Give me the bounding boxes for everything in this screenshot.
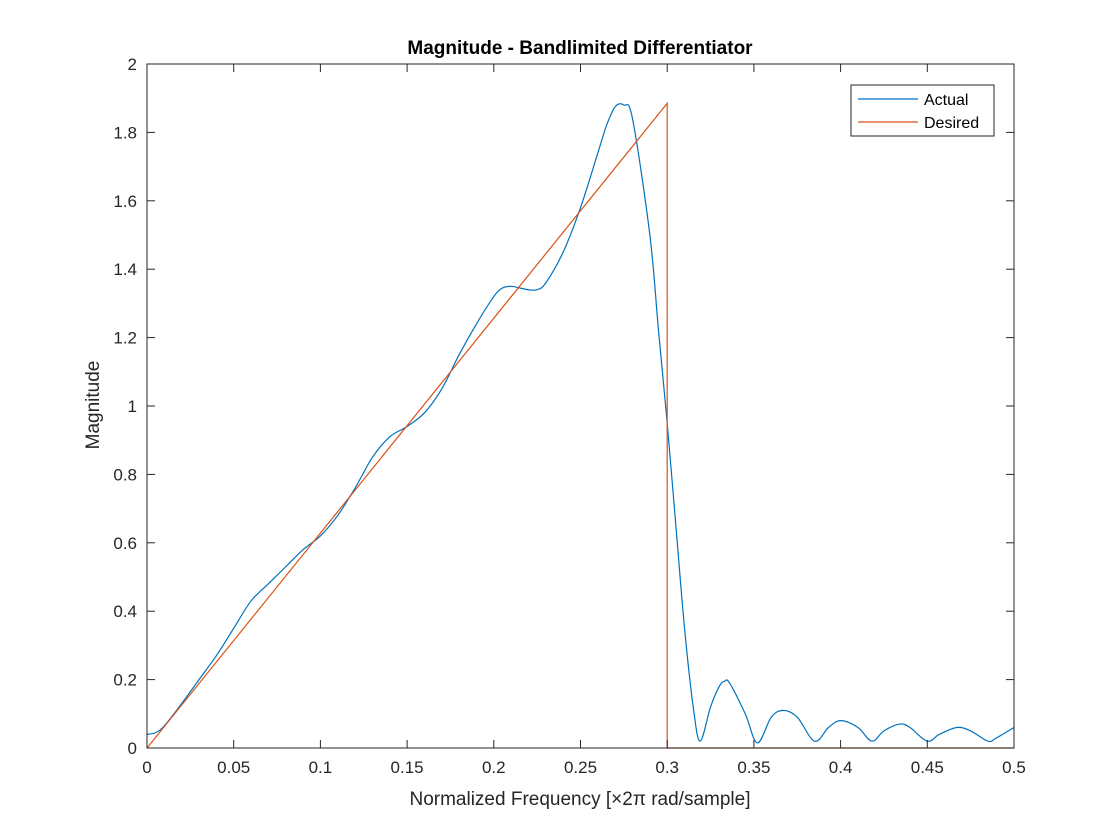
y-tick-label: 1.6 xyxy=(113,192,137,211)
legend-label-actual: Actual xyxy=(924,92,968,109)
y-tick-label: 2 xyxy=(128,55,137,74)
x-tick-label: 0.25 xyxy=(564,758,597,777)
y-tick-label: 0.2 xyxy=(113,671,137,690)
x-tick-label: 0 xyxy=(142,758,151,777)
x-tick-label: 0.45 xyxy=(911,758,944,777)
x-tick-label: 0.3 xyxy=(655,758,679,777)
y-tick-label: 1 xyxy=(128,397,137,416)
series-actual-line xyxy=(146,103,1015,744)
y-tick-label: 1.8 xyxy=(113,123,137,142)
legend-box xyxy=(850,84,995,137)
legend-label-desired: Desired xyxy=(924,115,979,132)
y-tick-label: 1.2 xyxy=(113,329,137,348)
x-tick-label: 0.1 xyxy=(309,758,333,777)
axes-box xyxy=(146,63,1015,749)
y-axis: 0 0.2 0.4 0.6 0.8 1 1.2 1.4 1.6 1.8 2 xyxy=(113,55,1014,758)
x-tick-label: 0.15 xyxy=(391,758,424,777)
x-tick-label: 0.35 xyxy=(737,758,770,777)
x-tick-label: 0.4 xyxy=(829,758,853,777)
y-tick-label: 0 xyxy=(128,739,137,758)
x-tick-label: 0.2 xyxy=(482,758,506,777)
y-tick-label: 0.4 xyxy=(113,602,137,621)
plot-lines xyxy=(146,101,1015,749)
x-axis-label: Normalized Frequency [×2π rad/sample] xyxy=(409,789,750,810)
y-axis-label: Magnitude xyxy=(83,361,104,450)
x-tick-label: 0.05 xyxy=(217,758,250,777)
legend: Actual Desired xyxy=(850,84,995,137)
x-tick-label: 0.5 xyxy=(1002,758,1026,777)
y-tick-label: 0.8 xyxy=(113,465,137,484)
x-axis: 0 0.05 0.1 0.15 0.2 0.25 0.3 0.35 0.4 0.45 0.5 xyxy=(142,64,1026,777)
series-desired-line xyxy=(146,101,1014,749)
chart-title: Magnitude - Bandlimited Differentiator xyxy=(407,38,753,59)
y-tick-label: 1.4 xyxy=(113,260,137,279)
y-tick-label: 0.6 xyxy=(113,534,137,553)
